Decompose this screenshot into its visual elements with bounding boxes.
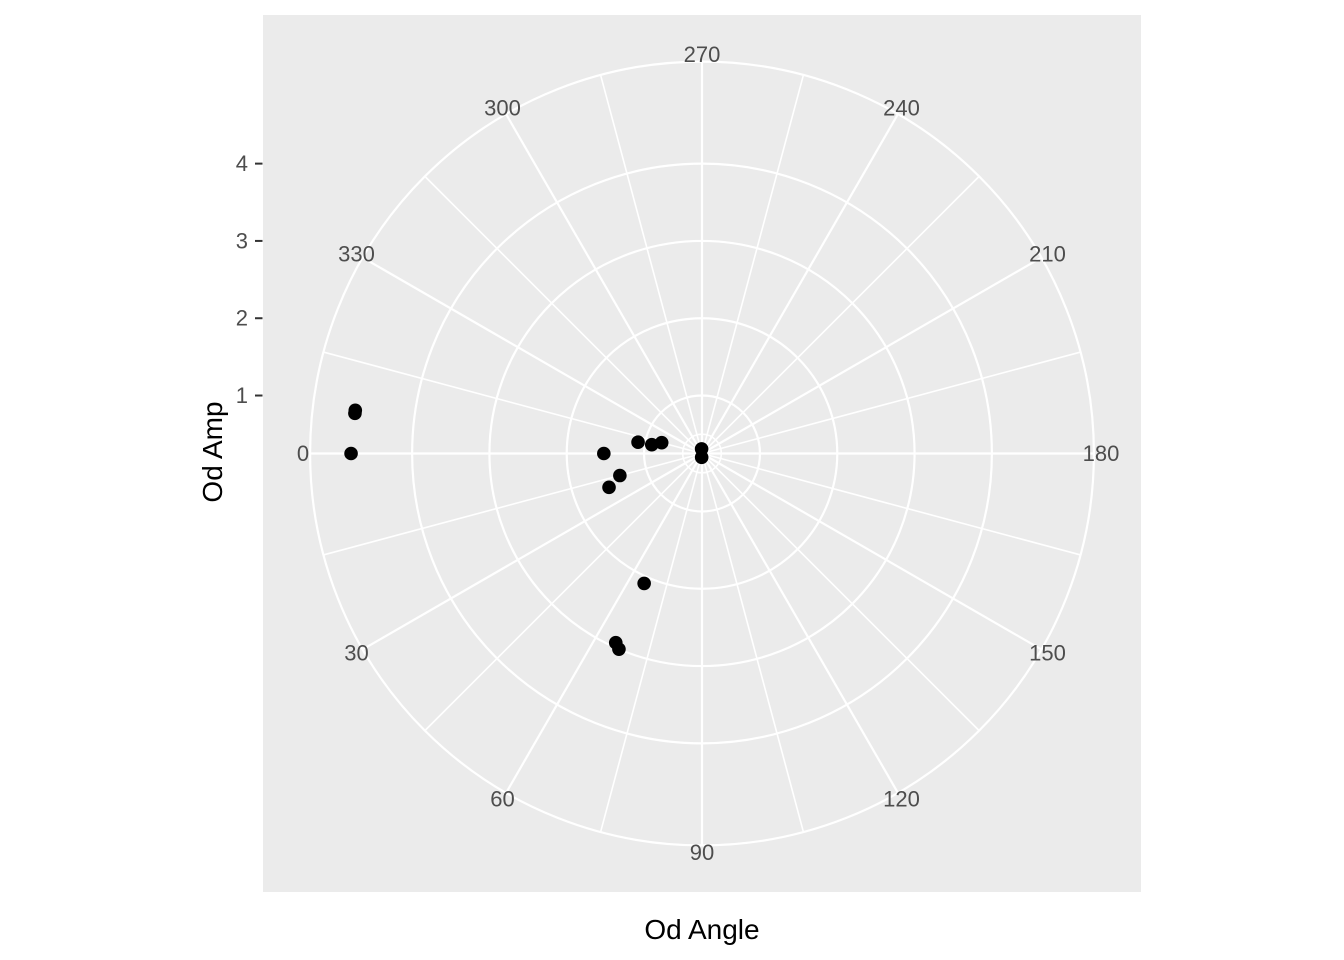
theta-gridline-minor: [599, 453, 703, 833]
r-axis-tick-label: 4: [236, 151, 248, 176]
data-point: [612, 642, 626, 656]
angle-axis-label: 120: [883, 787, 920, 812]
theta-gridline-major: [701, 113, 899, 455]
r-gridline-major: [565, 317, 839, 590]
data-point: [637, 576, 651, 591]
theta-gridline-minor: [701, 175, 980, 455]
angle-axis-label: 30: [344, 641, 368, 666]
theta-gridline-minor: [701, 453, 805, 833]
data-point: [631, 435, 645, 450]
theta-gridline-major: [362, 452, 703, 651]
r-gridline-major: [411, 162, 993, 745]
angle-axis-label: 270: [684, 42, 721, 67]
angle-axis-label: 330: [338, 242, 375, 267]
r-axis-tick-label: 3: [236, 228, 248, 253]
theta-gridline-major: [505, 452, 703, 794]
data-point: [644, 437, 659, 452]
theta-gridline-major: [505, 113, 703, 455]
theta-gridline-minor: [599, 74, 703, 454]
theta-gridline-minor: [424, 452, 703, 732]
theta-gridline-minor: [701, 452, 1081, 556]
angle-axis-label: 60: [490, 787, 514, 812]
theta-gridline-minor: [424, 175, 703, 455]
outer-ring: [308, 60, 1096, 847]
r-gridline-major: [488, 239, 916, 668]
data-point: [344, 446, 358, 461]
angle-axis-label: 150: [1029, 641, 1066, 666]
angle-axis-label: 210: [1029, 242, 1066, 267]
angle-axis-label: 0: [297, 441, 309, 466]
y-axis-title: Od Amp: [197, 401, 228, 503]
r-axis-tick-label: 1: [236, 383, 248, 408]
theta-gridline-minor: [701, 452, 980, 732]
theta-gridline-major: [701, 452, 899, 794]
theta-gridline-minor: [701, 74, 805, 454]
data-point: [694, 442, 709, 456]
angle-axis-label: 90: [690, 840, 714, 865]
angle-axis-label: 240: [883, 95, 920, 120]
data-point: [613, 468, 627, 483]
theta-gridline-major: [701, 452, 1042, 651]
r-axis-tick-label: 2: [236, 306, 248, 331]
data-point: [348, 406, 362, 421]
angle-axis-label: 180: [1083, 441, 1120, 466]
theta-gridline-minor: [323, 452, 703, 556]
r-gridline-minor: [681, 433, 723, 474]
data-point: [602, 480, 616, 495]
data-point: [597, 446, 611, 461]
theta-gridline-major: [362, 256, 703, 455]
r-gridline-major: [642, 394, 762, 513]
theta-gridline-minor: [701, 351, 1081, 455]
x-axis-title: Od Angle: [644, 914, 760, 945]
theta-gridline-major: [701, 256, 1042, 455]
angle-axis-label: 300: [484, 95, 521, 120]
